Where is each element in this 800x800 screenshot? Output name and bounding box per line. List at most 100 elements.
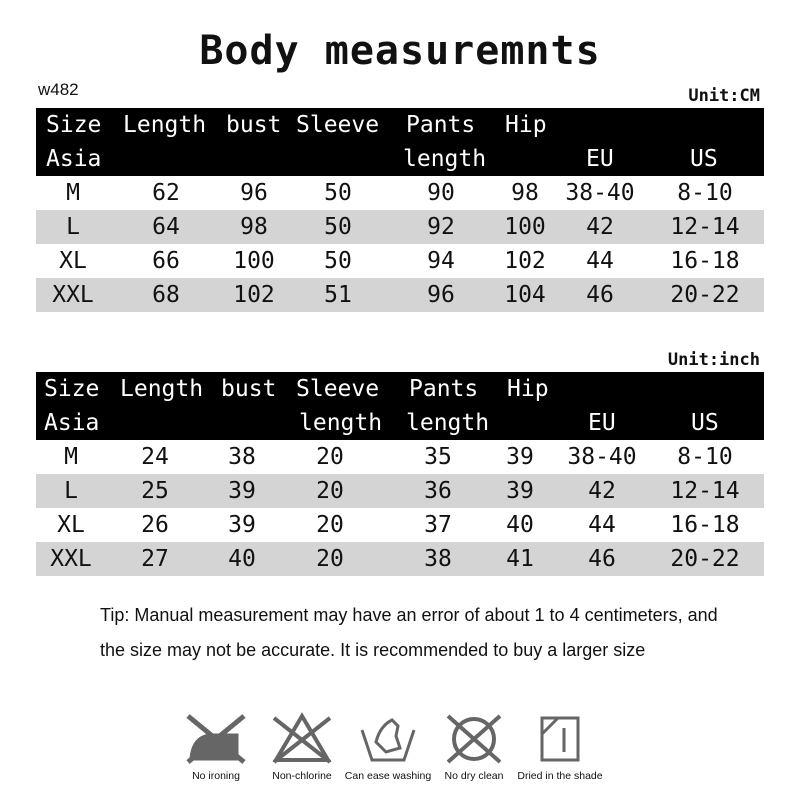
- column-header: US: [690, 146, 718, 172]
- table-cell: 36: [424, 478, 452, 504]
- unit-label-inch: Unit:inch: [667, 350, 760, 370]
- table-cell: M: [64, 444, 78, 470]
- table-row: L 25 39 20 36 39 42 12-14: [36, 474, 764, 508]
- column-header: Hip: [505, 112, 547, 138]
- table-cell: XL: [57, 512, 85, 538]
- table-cell: 98: [240, 214, 268, 240]
- column-header: Asia: [46, 146, 102, 172]
- column-header: Asia: [44, 410, 100, 436]
- table-cell: 37: [424, 512, 452, 538]
- table-cell: 24: [141, 444, 169, 470]
- table-cell: 44: [588, 512, 616, 538]
- table-cell: 50: [324, 214, 352, 240]
- table-cell: 16-18: [670, 512, 740, 538]
- table-cell: 8-10: [677, 180, 733, 206]
- care-no-ironing: No ironing: [166, 712, 266, 782]
- column-header: Sleeve: [296, 112, 380, 138]
- care-label: No ironing: [192, 770, 240, 782]
- care-hand-wash: Can ease washing: [338, 712, 438, 782]
- table-cell: 66: [152, 248, 180, 274]
- care-label: Dried in the shade: [517, 770, 603, 782]
- table-cell: 100: [233, 248, 275, 274]
- table-cell: 42: [588, 478, 616, 504]
- table-cell: 12-14: [670, 214, 740, 240]
- table-row: XL 66 100 50 94 102 44 16-18: [36, 244, 764, 278]
- table-header: Size Asia Length bust Sleeve length Pants lengt…: [36, 372, 764, 440]
- table-cell: 39: [228, 512, 256, 538]
- table-cell: 27: [141, 546, 169, 572]
- no-dry-clean-icon: [446, 714, 502, 764]
- table-row: M 24 38 20 35 39 38-40 8-10: [36, 440, 764, 474]
- column-header: Sleeve: [296, 376, 380, 402]
- care-label: No dry clean: [444, 770, 504, 782]
- column-header: bust: [221, 376, 277, 402]
- table-cell: 20: [316, 546, 344, 572]
- table-cell: 38-40: [565, 180, 635, 206]
- column-header: Length: [120, 376, 204, 402]
- column-header: bust: [226, 112, 282, 138]
- care-label: Can ease washing: [344, 770, 432, 782]
- table-cell: 20-22: [670, 282, 740, 308]
- table-cell: 35: [424, 444, 452, 470]
- table-cell: 20: [316, 512, 344, 538]
- product-code: w482: [38, 80, 79, 99]
- table-cell: XL: [59, 248, 87, 274]
- column-header: length: [299, 410, 383, 436]
- table-cell: 38: [228, 444, 256, 470]
- column-header: Size: [44, 376, 100, 402]
- column-header: Pants: [406, 112, 476, 138]
- page-title: Body measuremnts: [199, 28, 601, 74]
- table-cell: 51: [324, 282, 352, 308]
- table-row: M 62 96 50 90 98 38-40 8-10: [36, 176, 764, 210]
- table-cell: 102: [504, 248, 546, 274]
- table-cell: 8-10: [677, 444, 733, 470]
- table-cell: 46: [586, 282, 614, 308]
- table-cell: 96: [240, 180, 268, 206]
- unit-label-cm: Unit:CM: [688, 86, 760, 106]
- care-no-dry-clean: No dry clean: [424, 712, 524, 782]
- table-cell: 68: [152, 282, 180, 308]
- column-header: Hip: [507, 376, 549, 402]
- table-cell: 41: [506, 546, 534, 572]
- table-row: L 64 98 50 92 100 42 12-14: [36, 210, 764, 244]
- table-cell: L: [66, 214, 80, 240]
- care-non-chlorine: Non-chlorine: [252, 712, 352, 782]
- table-cell: 39: [506, 478, 534, 504]
- table-cell: 62: [152, 180, 180, 206]
- table-cell: 40: [228, 546, 256, 572]
- table-cell: 96: [427, 282, 455, 308]
- table-cell: 94: [427, 248, 455, 274]
- table-cell: 102: [233, 282, 275, 308]
- table-cell: 50: [324, 180, 352, 206]
- table-cell: XXL: [52, 282, 94, 308]
- dry-in-shade-icon: [540, 716, 580, 762]
- column-header: Length: [123, 112, 207, 138]
- table-cell: 100: [504, 214, 546, 240]
- care-dry-in-shade: Dried in the shade: [510, 712, 610, 782]
- table-cell: 40: [506, 512, 534, 538]
- table-cell: 38-40: [567, 444, 637, 470]
- table-cell: 39: [506, 444, 534, 470]
- table-header: Size Asia Length bust Sleeve Pants length Hip EU…: [36, 108, 764, 176]
- table-row: XXL 68 102 51 96 104 46 20-22: [36, 278, 764, 312]
- table-cell: 20-22: [670, 546, 740, 572]
- table-cell: 42: [586, 214, 614, 240]
- column-header: Pants: [409, 376, 479, 402]
- table-cell: 50: [324, 248, 352, 274]
- table-cell: 90: [427, 180, 455, 206]
- table-cell: 44: [586, 248, 614, 274]
- table-cell: 26: [141, 512, 169, 538]
- table-cell: 104: [504, 282, 546, 308]
- care-label: Non-chlorine: [272, 770, 332, 782]
- column-header: EU: [586, 146, 614, 172]
- table-cell: M: [66, 180, 80, 206]
- tip-text: Tip: Manual measurement may have an erro…: [100, 605, 718, 660]
- hand-wash-icon: [360, 718, 416, 762]
- column-header: length: [403, 146, 487, 172]
- table-cell: 16-18: [670, 248, 740, 274]
- table-cell: 64: [152, 214, 180, 240]
- table-cell: 39: [228, 478, 256, 504]
- table-row: XXL 27 40 20 38 41 46 20-22: [36, 542, 764, 576]
- table-cell: XXL: [50, 546, 92, 572]
